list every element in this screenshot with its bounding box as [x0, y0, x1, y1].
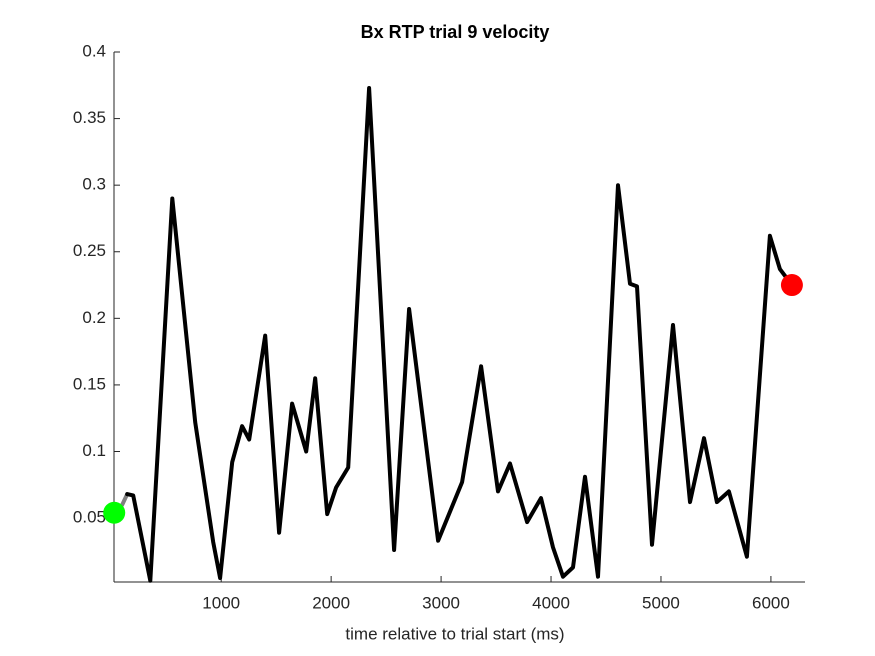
- y-tick-label: 0.4: [82, 41, 106, 60]
- x-axis-label: time relative to trial start (ms): [345, 624, 564, 643]
- y-tick-label: 0.2: [82, 308, 106, 327]
- x-tick-label: 1000: [202, 593, 240, 612]
- y-tick-label: 0.05: [73, 508, 106, 527]
- y-tick-label: 0.1: [82, 441, 106, 460]
- x-tick-label: 3000: [422, 593, 460, 612]
- y-tick-label: 0.15: [73, 374, 106, 393]
- y-tick-label: 0.25: [73, 241, 106, 260]
- x-tick-label: 5000: [642, 593, 680, 612]
- x-tick-label: 6000: [752, 593, 790, 612]
- y-tick-label: 0.35: [73, 108, 106, 127]
- endpoint-marker: [780, 274, 803, 297]
- x-tick-label: 4000: [532, 593, 570, 612]
- endpoint-marker: [103, 501, 126, 524]
- chart-title: Bx RTP trial 9 velocity: [361, 22, 550, 42]
- y-tick-label: 0.3: [82, 175, 106, 194]
- x-tick-label: 2000: [312, 593, 350, 612]
- series-line: [125, 86, 794, 583]
